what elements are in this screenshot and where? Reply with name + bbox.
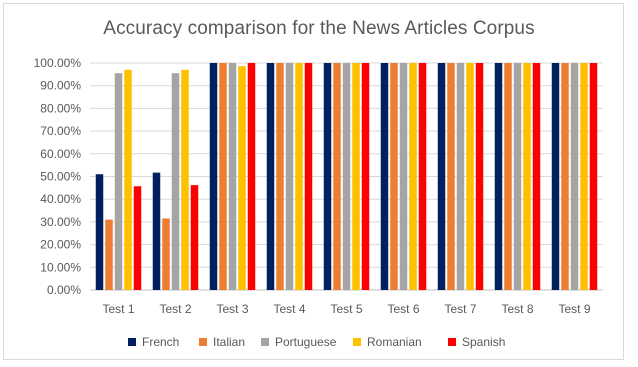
bar-italian-test-8 [504, 63, 512, 290]
legend-label: Italian [213, 335, 246, 349]
bars [95, 63, 598, 290]
legend-label: Spanish [462, 335, 506, 349]
y-tick-label: 20.00% [40, 238, 81, 252]
y-axis-ticks: 0.00% 10.00% 20.00% 30.00% 40.00% 50.00% 60.00… [34, 56, 82, 297]
bar-italian-test-2 [162, 218, 170, 290]
bar-french-test-1 [95, 174, 104, 290]
bar-portuguese-test-9 [570, 63, 579, 290]
bar-italian-test-4 [276, 63, 284, 290]
y-tick-label: 0.00% [47, 283, 81, 297]
bar-italian-test-1 [105, 219, 113, 290]
legend-item-portuguese: Portuguese [261, 333, 336, 351]
bar-portuguese-test-5 [342, 63, 351, 290]
legend-swatch [448, 338, 456, 346]
bar-portuguese-test-3 [228, 63, 237, 290]
bar-italian-test-7 [447, 63, 455, 290]
bar-portuguese-test-6 [399, 63, 408, 290]
legend-item-spanish: Spanish [448, 333, 505, 351]
bar-romanian-test-8 [523, 63, 531, 290]
x-tick-label: Test 7 [444, 302, 476, 316]
x-tick-label: Test 9 [558, 302, 590, 316]
y-tick-label: 60.00% [40, 147, 81, 161]
x-axis-ticks: Test 1 Test 2 Test 3 Test 4 Test 5 Test 6 Test… [102, 302, 590, 316]
bar-italian-test-3 [219, 63, 227, 290]
bar-portuguese-test-4 [285, 63, 294, 290]
legend-label: Portuguese [275, 335, 337, 349]
bar-romanian-test-1 [124, 69, 132, 290]
legend-label: French [142, 335, 180, 349]
y-tick-label: 90.00% [40, 79, 81, 93]
bar-romanian-test-9 [580, 63, 588, 290]
bar-romanian-test-7 [466, 63, 474, 290]
bar-french-test-5 [323, 63, 332, 290]
y-tick-label: 40.00% [40, 192, 81, 206]
legend-label: Romanian [367, 335, 422, 349]
bar-french-test-3 [209, 63, 218, 290]
legend-swatch [353, 338, 361, 346]
bar-french-test-9 [551, 63, 560, 290]
y-tick-label: 50.00% [40, 170, 81, 184]
bar-french-test-4 [266, 63, 275, 290]
legend-item-romanian: Romanian [353, 333, 422, 351]
legend-swatch [261, 338, 269, 346]
bar-italian-test-9 [561, 63, 569, 290]
y-tick-label: 70.00% [40, 124, 81, 138]
legend-item-french: French [128, 333, 179, 351]
bar-spanish-test-7 [475, 63, 484, 290]
bar-romanian-test-4 [295, 63, 303, 290]
bar-spanish-test-1 [133, 186, 142, 290]
bar-italian-test-6 [390, 63, 398, 290]
bar-spanish-test-4 [304, 63, 313, 290]
legend-swatch [128, 338, 136, 346]
y-tick-label: 100.00% [34, 56, 82, 70]
y-tick-label: 80.00% [40, 101, 81, 115]
x-tick-label: Test 6 [387, 302, 419, 316]
x-tick-label: Test 2 [159, 302, 191, 316]
chart-legend: French Italian Portuguese Romanian Spanish [0, 333, 638, 351]
x-tick-label: Test 5 [330, 302, 362, 316]
bar-portuguese-test-2 [171, 73, 180, 290]
bar-romanian-test-2 [181, 69, 189, 290]
x-tick-label: Test 4 [273, 302, 305, 316]
x-tick-label: Test 1 [102, 302, 134, 316]
bar-spanish-test-2 [190, 185, 199, 290]
bar-spanish-test-6 [418, 63, 427, 290]
bar-portuguese-test-8 [513, 63, 522, 290]
x-tick-label: Test 3 [216, 302, 248, 316]
bar-spanish-test-5 [361, 63, 370, 290]
bar-romanian-test-3 [238, 66, 246, 290]
bar-french-test-2 [152, 172, 161, 290]
bar-french-test-6 [380, 63, 389, 290]
bar-french-test-8 [494, 63, 503, 290]
bar-portuguese-test-7 [456, 63, 465, 290]
legend-item-italian: Italian [199, 333, 245, 351]
bar-spanish-test-9 [589, 63, 598, 290]
x-tick-label: Test 8 [501, 302, 533, 316]
bar-romanian-test-5 [352, 63, 360, 290]
legend-swatch [199, 338, 207, 346]
y-tick-label: 10.00% [40, 260, 81, 274]
chart-title: Accuracy comparison for the News Article… [103, 18, 535, 39]
y-tick-label: 30.00% [40, 215, 81, 229]
bar-portuguese-test-1 [114, 73, 123, 290]
bar-spanish-test-3 [247, 63, 256, 290]
bar-italian-test-5 [333, 63, 341, 290]
bar-romanian-test-6 [409, 63, 417, 290]
bar-french-test-7 [437, 63, 446, 290]
bar-spanish-test-8 [532, 63, 541, 290]
